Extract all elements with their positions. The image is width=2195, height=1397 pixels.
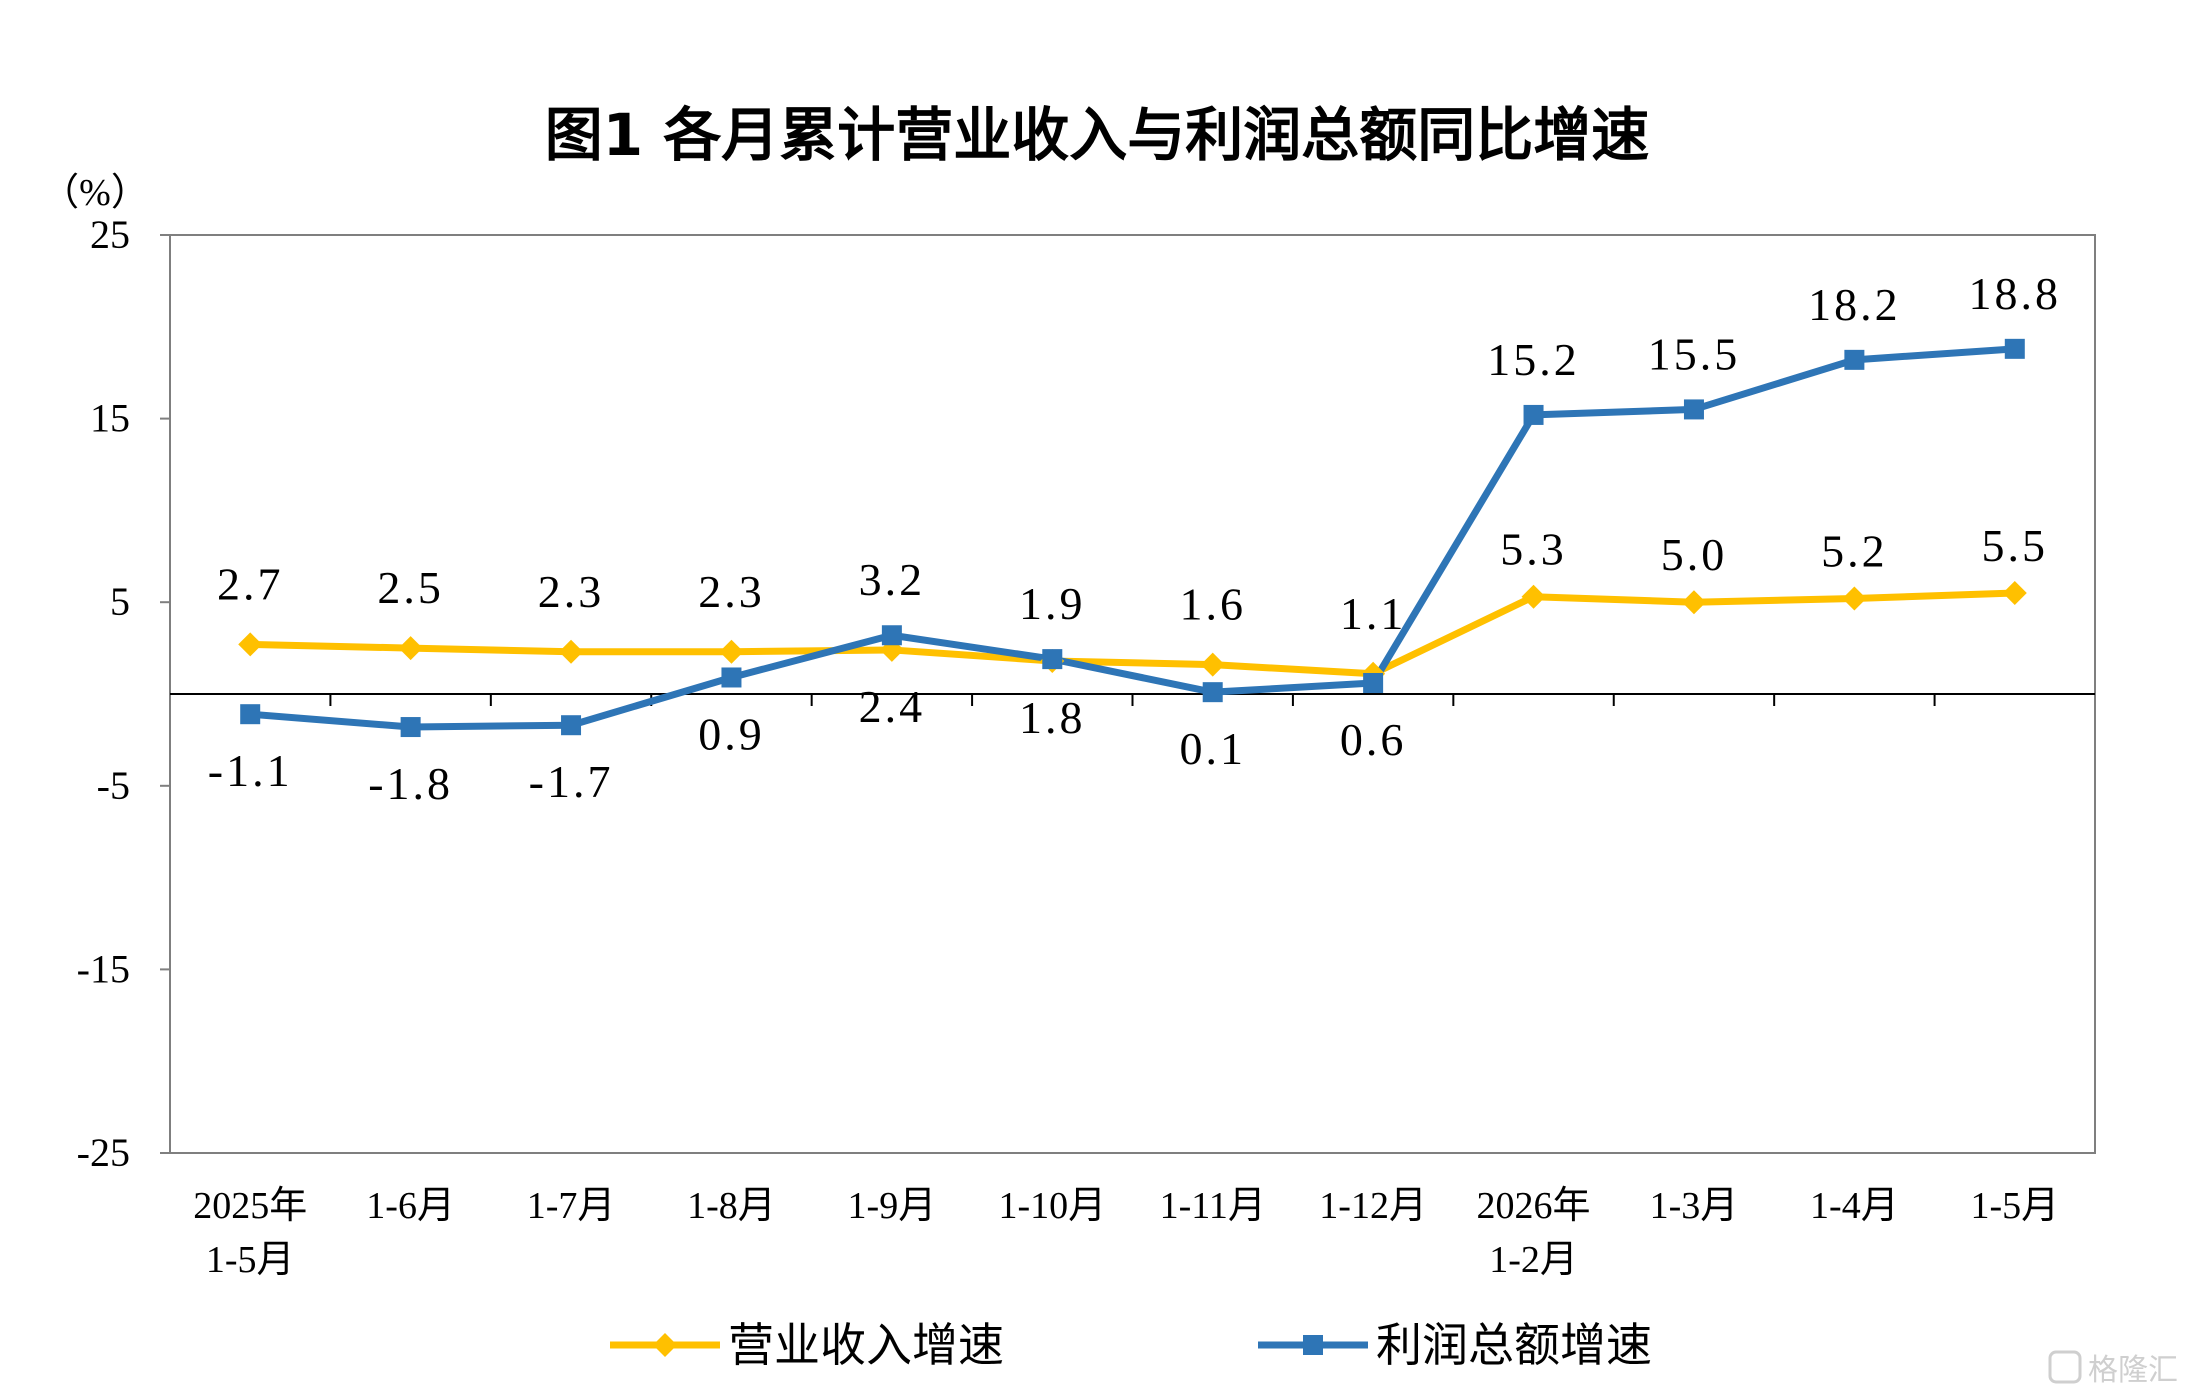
data-labels: 2.7 -1.1 2.5 -1.8 2.3 -1.7 2.3 0.9 2.4 3.2 1.8 1.9 1… bbox=[208, 268, 2062, 809]
revenue-point bbox=[238, 632, 263, 657]
profit-data-label: 1.9 bbox=[1019, 578, 1086, 629]
profit-data-label: 15.5 bbox=[1648, 328, 1741, 379]
y-axis-unit: （%） bbox=[41, 172, 149, 214]
x-tick-label: 2026年 1-2月 bbox=[1477, 1185, 1591, 1281]
revenue-point bbox=[1842, 586, 1867, 611]
profit-point bbox=[721, 667, 742, 688]
y-tick-label: -15 bbox=[77, 946, 130, 991]
legend-label: 利润总额增速 bbox=[1376, 1318, 1652, 1372]
profit-point bbox=[1683, 399, 1704, 420]
x-tick-label: 1-5月 bbox=[1970, 1185, 2059, 1227]
revenue-data-label: 2.7 bbox=[217, 558, 284, 609]
profit-point bbox=[881, 625, 902, 646]
profit-data-label: -1.8 bbox=[368, 758, 453, 809]
y-axis-ticks: 25 15 5 -5 -15 -25 bbox=[77, 212, 170, 1175]
x-tick-label: 1-10月 bbox=[998, 1185, 1106, 1227]
series-lines bbox=[249, 345, 2016, 731]
profit-point bbox=[1844, 349, 1865, 370]
revenue-data-label: 2.3 bbox=[538, 566, 605, 617]
x-tick-label: 1-4月 bbox=[1810, 1185, 1899, 1227]
profit-data-label: 15.2 bbox=[1487, 334, 1580, 385]
revenue-point bbox=[559, 639, 584, 664]
x-tick-label: 1-9月 bbox=[848, 1185, 937, 1227]
x-tick-label: 1-8月 bbox=[687, 1185, 776, 1227]
series-line-2 bbox=[249, 345, 2016, 731]
profit-data-label: 0.9 bbox=[698, 708, 765, 759]
watermark-text: 格隆汇 bbox=[2088, 1353, 2178, 1388]
revenue-data-label: 1.6 bbox=[1179, 579, 1246, 630]
profit-data-label: 3.2 bbox=[859, 554, 926, 605]
revenue-point bbox=[1200, 652, 1225, 677]
profit-data-label: 0.1 bbox=[1179, 723, 1246, 774]
profit-point bbox=[1523, 404, 1544, 425]
revenue-data-label: 5.5 bbox=[1982, 520, 2049, 571]
watermark: 格隆汇 bbox=[2048, 1350, 2178, 1388]
revenue-data-label: 5.3 bbox=[1500, 524, 1567, 575]
revenue-point bbox=[1521, 584, 1546, 609]
profit-point bbox=[1042, 649, 1063, 670]
revenue-data-label: 5.2 bbox=[1821, 526, 1888, 577]
x-tick-label: 1-3月 bbox=[1650, 1185, 1739, 1227]
profit-data-label: 18.8 bbox=[1969, 268, 2062, 319]
x-tick-label: 1-6月 bbox=[366, 1185, 455, 1227]
revenue-point bbox=[719, 639, 744, 664]
x-tick-label: 1-11月 bbox=[1160, 1185, 1266, 1227]
x-axis: 2025年 1-5月 1-6月 1-7月 1-8月 1-9月 1-10月 1-11月 1-12月… bbox=[170, 693, 2095, 1281]
revenue-data-label: 1.8 bbox=[1019, 692, 1086, 743]
chart-title: 图1 各月累计营业收入与利润总额同比增速 bbox=[545, 101, 1650, 169]
legend-diamond-icon bbox=[653, 1333, 677, 1357]
y-tick-label: 5 bbox=[110, 579, 130, 624]
legend-square-icon bbox=[1303, 1335, 1323, 1355]
x-tick-label: 1-7月 bbox=[527, 1185, 616, 1227]
revenue-data-label: 2.3 bbox=[698, 566, 765, 617]
profit-point bbox=[1363, 672, 1384, 693]
profit-point bbox=[400, 717, 421, 738]
profit-point bbox=[1202, 682, 1223, 703]
revenue-point bbox=[1681, 590, 1706, 615]
revenue-data-label: 1.1 bbox=[1340, 588, 1407, 639]
legend-label: 营业收入增速 bbox=[728, 1318, 1004, 1372]
profit-point bbox=[561, 715, 582, 736]
profit-point bbox=[240, 704, 261, 725]
legend: 营业收入增速 利润总额增速 bbox=[610, 1318, 1652, 1372]
profit-data-label: 18.2 bbox=[1808, 279, 1901, 330]
revenue-data-label: 2.5 bbox=[377, 562, 444, 613]
series-line-1 bbox=[250, 589, 2015, 678]
profit-data-label: -1.1 bbox=[208, 745, 293, 796]
y-tick-label: 25 bbox=[90, 212, 130, 257]
revenue-point bbox=[398, 636, 423, 661]
revenue-data-label: 5.0 bbox=[1661, 529, 1728, 580]
y-tick-label: -25 bbox=[77, 1130, 130, 1175]
profit-point bbox=[2004, 338, 2025, 359]
y-tick-label: -5 bbox=[97, 763, 130, 808]
profit-data-label: -1.7 bbox=[529, 756, 614, 807]
y-tick-label: 15 bbox=[90, 396, 130, 441]
watermark-logo-icon bbox=[2048, 1350, 2082, 1384]
profit-data-label: 0.6 bbox=[1340, 714, 1407, 765]
x-tick-label: 2025年 1-5月 bbox=[193, 1185, 307, 1281]
x-tick-label: 1-12月 bbox=[1319, 1185, 1427, 1227]
series-markers bbox=[238, 338, 2027, 738]
revenue-data-label: 2.4 bbox=[859, 681, 926, 732]
revenue-point bbox=[2002, 581, 2027, 606]
